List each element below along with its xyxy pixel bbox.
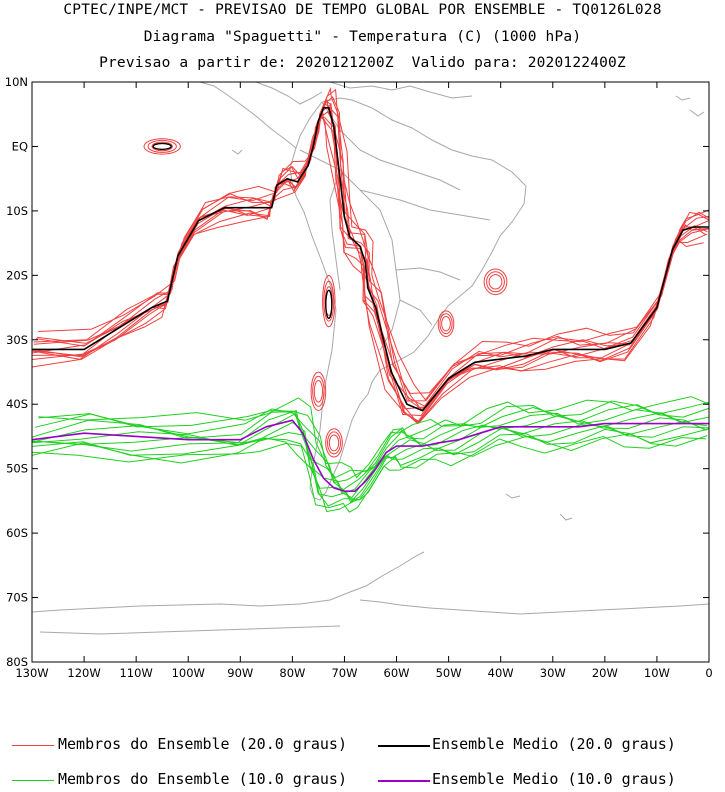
y-tick-label: 10N <box>5 75 28 89</box>
x-tick-label: 120W <box>67 666 100 680</box>
member-20-island <box>488 274 503 290</box>
member-20-island <box>439 313 453 335</box>
plot-frame <box>31 81 710 663</box>
y-tick-label: 80S <box>6 655 28 669</box>
mean-20-line <box>32 107 709 412</box>
member-20-island <box>147 139 177 153</box>
x-tick-label: 130W <box>15 666 48 680</box>
title-line-2: Diagrama "Spaguetti" - Temperatura (C) (… <box>143 29 582 45</box>
legend-label-mean-20: Ensemble Medio (20.0 graus) <box>432 735 676 753</box>
x-tick-label: 0 <box>705 666 712 680</box>
member-20-island <box>483 268 508 296</box>
member-10-line <box>32 435 707 513</box>
member-20-line <box>32 115 709 425</box>
x-tick-label: 60W <box>384 666 410 680</box>
member-20-line <box>32 116 709 422</box>
member-20-island <box>328 434 340 452</box>
x-tick-label: 110W <box>119 666 152 680</box>
mean-10-line <box>32 419 709 492</box>
member-10-line <box>38 396 709 479</box>
y-tick-label: 10S <box>6 204 28 218</box>
x-tick-label: 10W <box>644 666 670 680</box>
legend-label-members-20: Membros do Ensemble (20.0 graus) <box>58 735 347 753</box>
x-tick-label: 50W <box>436 666 462 680</box>
member-20-line <box>33 88 709 394</box>
legend-swatch-members-20 <box>12 745 54 746</box>
x-tick-label: 20W <box>592 666 618 680</box>
member-20-island <box>151 141 173 152</box>
member-20-island <box>323 280 335 322</box>
member-20-island <box>322 275 336 328</box>
x-tick-label: 40W <box>488 666 514 680</box>
legend-swatch-mean-20 <box>378 745 430 747</box>
legend-swatch-mean-10 <box>378 780 430 782</box>
mean-20-island <box>152 142 172 151</box>
member-20-line <box>38 86 709 401</box>
member-20-island <box>313 380 323 403</box>
legend-label-mean-10: Ensemble Medio (10.0 graus) <box>432 770 676 788</box>
member-20-island <box>437 310 455 338</box>
member-20-line <box>36 103 709 411</box>
x-tick-label: 70W <box>331 666 357 680</box>
title-line-3: Previsao a partir de: 2020121200Z Valido… <box>99 55 626 71</box>
member-20-island <box>486 271 505 293</box>
mean-20-island <box>325 289 333 319</box>
y-tick-label: 20S <box>6 268 28 282</box>
member-20-line <box>35 96 709 402</box>
member-20-island <box>327 431 341 455</box>
legend-swatch-members-10 <box>12 780 54 781</box>
member-20-line <box>33 99 709 412</box>
title-line-1: CPTEC/INPE/MCT - PREVISAO DE TEMPO GLOBA… <box>63 2 662 18</box>
legend-label-members-10: Membros do Ensemble (10.0 graus) <box>58 770 347 788</box>
member-20-line <box>32 111 708 417</box>
member-20-line <box>32 115 704 424</box>
members-10-group <box>32 396 709 513</box>
member-10-line <box>34 404 709 484</box>
x-tick-label: 100W <box>172 666 205 680</box>
x-tick-label: 90W <box>227 666 253 680</box>
x-tick-label: 80W <box>279 666 305 680</box>
coastlines <box>32 82 709 635</box>
member-10-line <box>38 400 709 479</box>
member-20-island <box>310 371 327 411</box>
y-tick-label: 60S <box>6 526 28 540</box>
member-20-island <box>325 428 343 458</box>
ensemble-mean-group <box>32 107 709 492</box>
member-20-island <box>312 375 325 407</box>
y-tick-label: EQ <box>12 139 28 153</box>
x-tick-label: 30W <box>540 666 566 680</box>
member-20-island <box>143 138 181 155</box>
member-20-island <box>441 316 451 332</box>
y-tick-label: 50S <box>6 462 28 476</box>
member-10-line <box>32 428 709 507</box>
members-20-group <box>32 86 709 458</box>
axis-ticks <box>31 81 710 663</box>
y-tick-label: 70S <box>6 591 28 605</box>
y-tick-label: 40S <box>6 397 28 411</box>
y-tick-label: 30S <box>6 333 28 347</box>
